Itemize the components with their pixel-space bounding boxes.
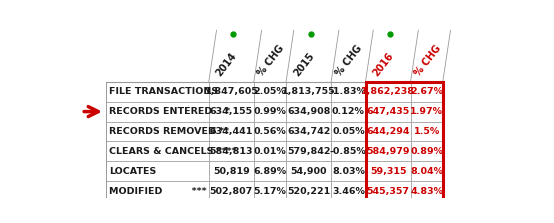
Text: CLEARS & CANCELS ****: CLEARS & CANCELS **** [109, 147, 237, 156]
Bar [411, 82, 443, 102]
Bar [411, 102, 443, 122]
Text: 3.46%: 3.46% [332, 187, 365, 196]
Bar [366, 82, 411, 102]
Bar [331, 181, 366, 201]
Text: 4.83%: 4.83% [410, 187, 443, 196]
Text: 8.04%: 8.04% [410, 167, 443, 176]
Bar [331, 82, 366, 102]
Text: 545,357: 545,357 [367, 187, 409, 196]
Text: 647,435: 647,435 [366, 107, 409, 116]
Bar [411, 141, 443, 161]
Text: 579,842: 579,842 [287, 147, 330, 156]
Bar [254, 181, 286, 201]
Bar [254, 82, 286, 102]
Bar [286, 122, 331, 141]
Text: 1.5%: 1.5% [413, 127, 440, 136]
Bar [209, 181, 254, 201]
Text: 2015: 2015 [292, 51, 316, 78]
Bar [366, 82, 443, 201]
Text: 54,900: 54,900 [290, 167, 327, 176]
Text: 2014: 2014 [214, 51, 239, 78]
Bar [106, 141, 209, 161]
Text: 634,742: 634,742 [287, 127, 330, 136]
Bar [366, 181, 411, 201]
Text: 520,221: 520,221 [287, 187, 330, 196]
Text: 2016: 2016 [371, 51, 396, 78]
Bar [254, 161, 286, 181]
Text: 2.05%: 2.05% [254, 87, 286, 96]
Bar [366, 161, 411, 181]
Text: 59,315: 59,315 [370, 167, 406, 176]
Text: -1.83%: -1.83% [330, 87, 367, 96]
Text: 644,294: 644,294 [366, 127, 410, 136]
Text: 634,908: 634,908 [287, 107, 330, 116]
Text: % CHG: % CHG [334, 43, 364, 78]
Bar [106, 102, 209, 122]
Bar [106, 181, 209, 201]
Text: 5.17%: 5.17% [254, 187, 286, 196]
Text: 0.01%: 0.01% [254, 147, 286, 156]
Text: -0.85%: -0.85% [330, 147, 367, 156]
Bar [286, 181, 331, 201]
Text: 8.03%: 8.03% [332, 167, 365, 176]
Bar [209, 161, 254, 181]
Text: 50,819: 50,819 [213, 167, 250, 176]
Text: 502,807: 502,807 [210, 187, 253, 196]
Text: 584,813: 584,813 [209, 147, 253, 156]
Text: RECORDS ENTERED    *: RECORDS ENTERED * [109, 107, 230, 116]
Bar [286, 82, 331, 102]
Text: 0.99%: 0.99% [254, 107, 286, 116]
Text: LOCATES: LOCATES [109, 167, 156, 176]
Text: 584,979: 584,979 [366, 147, 410, 156]
Bar [209, 102, 254, 122]
Bar [411, 122, 443, 141]
Bar [331, 141, 366, 161]
Text: % CHG: % CHG [412, 43, 443, 78]
Text: 6.89%: 6.89% [253, 167, 286, 176]
Text: RECORDS REMOVED **: RECORDS REMOVED ** [109, 127, 229, 136]
Bar [331, 161, 366, 181]
Text: 2.67%: 2.67% [410, 87, 443, 96]
Text: FILE TRANSACTIONS: FILE TRANSACTIONS [109, 87, 218, 96]
Bar [106, 82, 209, 102]
Bar [286, 102, 331, 122]
Bar [411, 181, 443, 201]
Text: 1,862,238: 1,862,238 [361, 87, 415, 96]
Bar [106, 122, 209, 141]
Bar [254, 102, 286, 122]
Text: 634,441: 634,441 [209, 127, 253, 136]
Text: 0.12%: 0.12% [332, 107, 365, 116]
Bar [411, 161, 443, 181]
Bar [254, 141, 286, 161]
Text: 634,155: 634,155 [210, 107, 253, 116]
Bar [331, 122, 366, 141]
Bar [209, 82, 254, 102]
Text: 0.56%: 0.56% [254, 127, 286, 136]
Bar [286, 161, 331, 181]
Bar [366, 141, 411, 161]
Text: 0.05%: 0.05% [332, 127, 365, 136]
Bar [366, 122, 411, 141]
Bar [286, 141, 331, 161]
Text: 0.89%: 0.89% [410, 147, 443, 156]
Text: MODIFIED         ***: MODIFIED *** [109, 187, 207, 196]
Text: 1.97%: 1.97% [410, 107, 443, 116]
Bar [331, 102, 366, 122]
Bar [254, 122, 286, 141]
Text: 1,813,755: 1,813,755 [282, 87, 335, 96]
Bar [209, 141, 254, 161]
Bar [209, 122, 254, 141]
Text: % CHG: % CHG [255, 43, 286, 78]
Bar [106, 161, 209, 181]
Text: 1,847,605: 1,847,605 [204, 87, 258, 96]
Bar [366, 102, 411, 122]
